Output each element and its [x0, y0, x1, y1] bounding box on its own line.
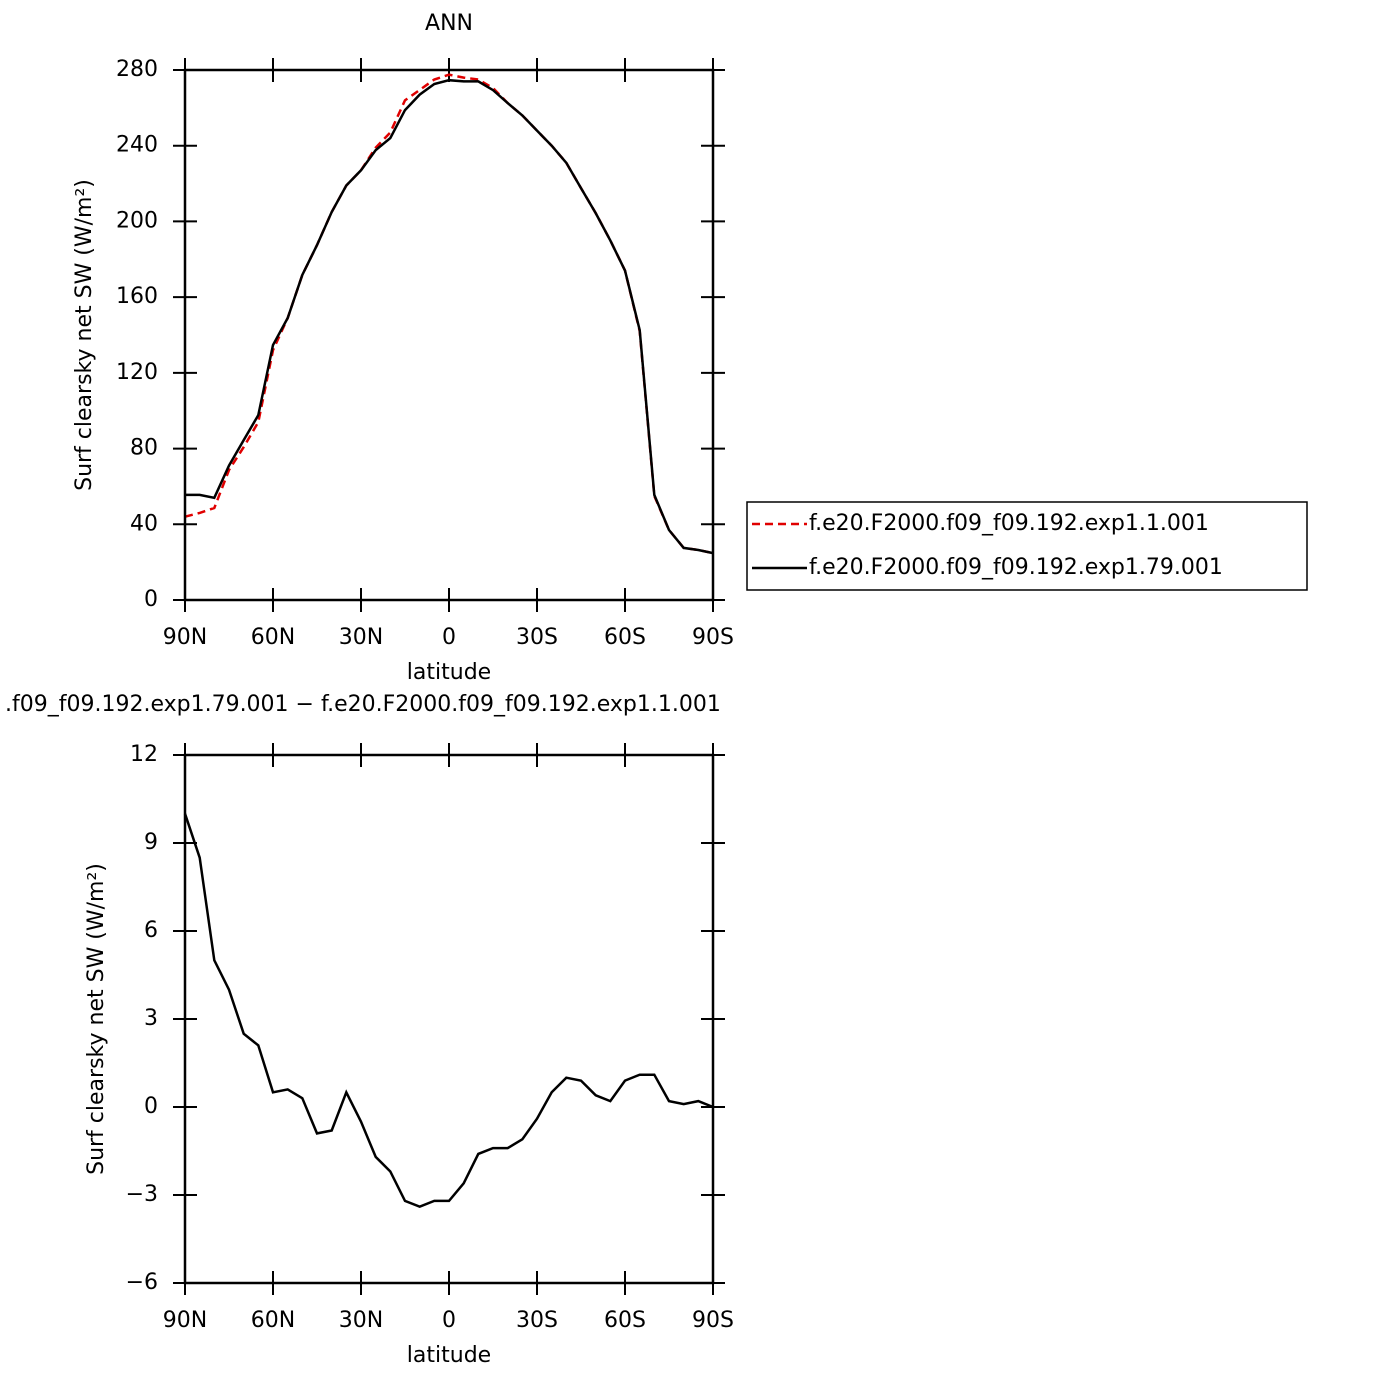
y-axis-label: Surf clearsky net SW (W/m²) — [72, 179, 97, 491]
y-tick-label: 280 — [116, 57, 158, 82]
x-tick-label: 0 — [442, 1308, 456, 1333]
y-tick-label: 0 — [144, 1094, 158, 1119]
x-tick-label: 90N — [163, 625, 207, 650]
x-axis-label: latitude — [407, 1343, 491, 1368]
y-tick-label: −3 — [126, 1182, 158, 1207]
y-tick-label: 240 — [116, 133, 158, 158]
x-tick-label: 30S — [516, 625, 558, 650]
y-tick-label: 3 — [144, 1006, 158, 1031]
y-tick-label: 160 — [116, 284, 158, 309]
legend-label: f.e20.F2000.f09_f09.192.exp1.79.001 — [809, 555, 1223, 580]
y-tick-label: 80 — [130, 436, 158, 461]
plot-frame — [183, 68, 715, 602]
y-tick-label: 120 — [116, 360, 158, 385]
chart-title: ANN — [425, 11, 473, 36]
x-tick-label: 30N — [339, 1308, 383, 1333]
y-tick-label: 40 — [130, 511, 158, 536]
data-line — [184, 73, 714, 555]
y-tick-label: 200 — [116, 208, 158, 233]
x-tick-label: 90S — [692, 625, 734, 650]
x-tick-label: 60S — [604, 1308, 646, 1333]
y-tick-label: 6 — [144, 918, 158, 943]
data-line — [183, 813, 714, 1209]
x-tick-label: 90S — [692, 1308, 734, 1333]
legend-box — [746, 501, 1308, 591]
x-axis-label: latitude — [407, 660, 491, 685]
x-tick-label: 90N — [163, 1308, 207, 1333]
y-axis-label: Surf clearsky net SW (W/m²) — [84, 863, 109, 1175]
y-tick-label: 9 — [144, 830, 158, 855]
x-tick-label: 30N — [339, 625, 383, 650]
y-tick-label: 12 — [130, 742, 158, 767]
plot-frame — [183, 753, 715, 1285]
x-tick-label: 60S — [604, 625, 646, 650]
legend-label: f.e20.F2000.f09_f09.192.exp1.1.001 — [809, 511, 1209, 536]
x-tick-label: 60N — [251, 1308, 295, 1333]
y-tick-label: −6 — [126, 1270, 158, 1295]
data-line — [185, 78, 714, 555]
x-tick-label: 0 — [442, 625, 456, 650]
x-tick-label: 30S — [516, 1308, 558, 1333]
x-tick-label: 60N — [251, 625, 295, 650]
y-tick-label: 0 — [144, 587, 158, 612]
chart-title: .f09_f09.192.exp1.79.001 − f.e20.F2000.f… — [5, 692, 721, 717]
